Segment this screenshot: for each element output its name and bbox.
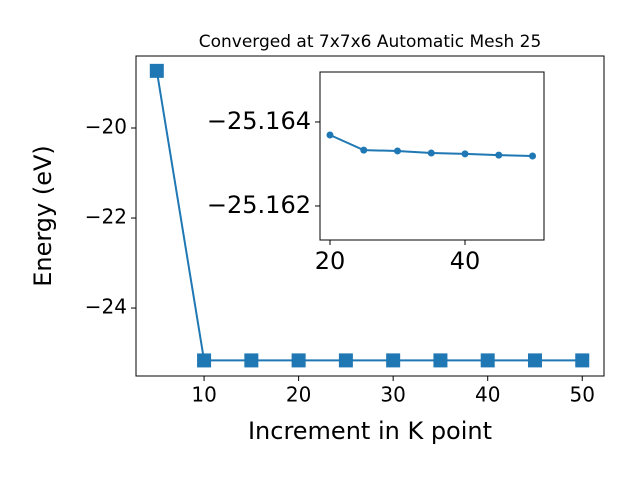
data-point: [149, 63, 164, 78]
data-point: [427, 149, 435, 157]
data-point: [575, 353, 590, 368]
x-tick-label: 20: [315, 247, 346, 275]
plot-frame: [135, 55, 605, 377]
y-tick-label: −25.164: [207, 107, 311, 135]
x-tick-label: 20: [286, 383, 311, 407]
data-point: [338, 353, 353, 368]
data-point: [461, 150, 469, 158]
data-point: [394, 147, 402, 155]
x-tick-label: 30: [380, 383, 405, 407]
data-point: [326, 131, 334, 139]
data-point: [291, 353, 306, 368]
chart-title: Converged at 7x7x6 Automatic Mesh 25: [199, 32, 542, 52]
data-point: [386, 353, 401, 368]
y-tick-label: −24: [85, 295, 127, 319]
y-tick-label: −20: [85, 115, 127, 139]
data-point: [360, 146, 368, 154]
data-point: [529, 152, 537, 160]
data-line: [155, 70, 583, 362]
data-point: [433, 353, 448, 368]
data-point: [244, 353, 259, 368]
x-tick-label: 50: [570, 383, 595, 407]
x-axis-label: Increment in K point: [248, 417, 492, 445]
x-tick-label: 10: [191, 383, 216, 407]
data-point: [495, 151, 503, 159]
plot-frame: [319, 71, 545, 241]
y-axis-label: Energy (eV): [29, 145, 57, 287]
x-tick-label: 40: [475, 383, 500, 407]
data-point: [527, 353, 542, 368]
data-point: [480, 353, 495, 368]
x-tick-label: 40: [450, 247, 481, 275]
y-tick-label: −25.162: [207, 191, 311, 219]
data-point: [197, 353, 212, 368]
y-tick-label: −22: [85, 205, 127, 229]
